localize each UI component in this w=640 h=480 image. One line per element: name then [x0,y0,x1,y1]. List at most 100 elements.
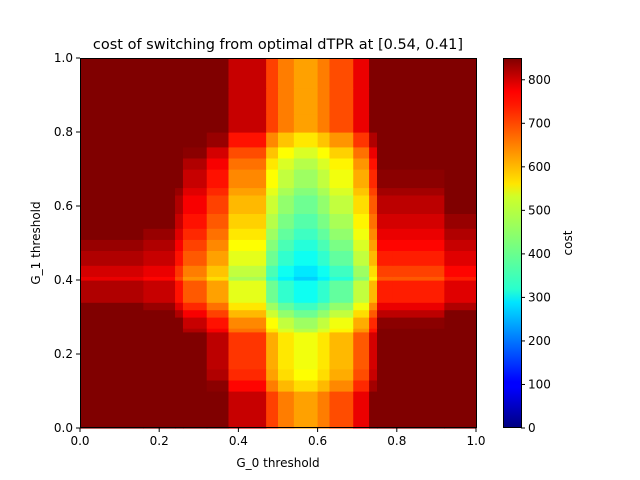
heatmap-cell [329,302,354,311]
heatmap-cell [228,228,267,240]
heatmap-cell [266,213,279,229]
heatmap-cell [278,213,295,229]
heatmap-cell [143,280,176,303]
colorbar-tick-label: 500 [528,203,551,217]
heatmap-cell [377,132,394,148]
heatmap-cell [293,309,319,318]
heatmap-cell [143,331,176,370]
heatmap-cell [317,265,331,277]
heatmap-cell [175,302,184,311]
heatmap-cell [317,302,331,311]
heatmap-cell [266,58,279,89]
heatmap-cell [444,58,477,89]
heatmap-cell [317,169,331,189]
heatmap-cell [175,58,184,89]
heatmap-cell [175,87,184,115]
heatmap-cell [353,331,370,370]
heatmap-cell [369,379,378,392]
colorbar-tick-label: 400 [528,247,551,261]
heatmap-cell [329,239,354,251]
heatmap-cell [317,309,331,318]
heatmap-cell [80,379,144,392]
heatmap-cell [228,157,267,170]
heatmap-cell [392,368,445,381]
heatmap-cell [353,194,370,214]
heatmap-cell [278,113,295,133]
heatmap-cell [266,187,279,196]
y-tick-label: 0.8 [54,125,73,139]
x-axis-ticks: 0.0 0.2 0.4 0.6 0.8 1.0 [70,428,486,448]
heatmap-cell [369,368,378,381]
heatmap-cell [377,379,394,392]
heatmap-cell [228,146,267,159]
heatmap-cell [444,250,477,266]
heatmap-cell [293,146,319,159]
heatmap-cell [266,391,279,429]
heatmap-cell [293,265,319,277]
heatmap-cell [293,368,319,381]
heatmap-cell [377,309,394,318]
heatmap-cell [392,328,445,333]
heatmap-cell [392,276,445,281]
heatmap-cell [278,169,295,189]
heatmap-cell [369,317,378,329]
heatmap-cell [206,169,230,189]
heatmap-cell [329,187,354,196]
heatmap-cell [278,265,295,277]
heatmap-cell [369,87,378,115]
heatmap-cell [392,317,445,329]
heatmap-cell [278,228,295,240]
heatmap-cell [175,276,184,281]
heatmap-cell [143,239,176,251]
colorbar-tick-label: 200 [528,334,551,348]
heatmap-cell [228,213,267,229]
heatmap-cell [278,280,295,303]
heatmap-cell [444,331,477,370]
heatmap-cell [369,239,378,251]
heatmap-cell [228,276,267,281]
heatmap-cell [266,309,279,318]
heatmap-cell [444,87,477,115]
heatmap-cell [329,194,354,214]
heatmap-cell [80,239,144,251]
heatmap-cell [329,250,354,266]
heatmap-cell [293,250,319,266]
heatmap-cell [175,309,184,318]
heatmap-cell [80,265,144,277]
heatmap-cell [182,87,208,115]
heatmap-cell [206,87,230,115]
heatmap-cell [329,132,354,148]
heatmap-cell [392,132,445,148]
heatmap-cell [278,250,295,266]
heatmap-cell [353,379,370,392]
heatmap-cell [182,317,208,329]
heatmap-cell [266,250,279,266]
heatmap-cell [369,250,378,266]
heatmap-cell [228,132,267,148]
heatmap-cell [353,309,370,318]
heatmap-cell [175,317,184,329]
heatmap-cell [206,250,230,266]
heatmap-cell [175,368,184,381]
heatmap-cell [353,250,370,266]
heatmap-cell [392,309,445,318]
heatmap-cell [353,276,370,281]
x-axis-label: G_0 threshold [236,456,319,470]
heatmap-cell [444,379,477,392]
heatmap-cell [80,157,144,170]
heatmap-cell [317,391,331,429]
heatmap-cell [293,331,319,370]
heatmap-cell [317,280,331,303]
heatmap-cell [293,132,319,148]
heatmap-cell [444,276,477,281]
heatmap-cell [143,87,176,115]
heatmap-cell [317,328,331,333]
heatmap-cell [206,187,230,196]
heatmap-cell [293,187,319,196]
heatmap-cell [266,379,279,392]
heatmap-cell [175,331,184,370]
heatmap-cell [444,213,477,229]
heatmap-cell [80,368,144,381]
heatmap-cell [182,146,208,159]
x-tick-label: 1.0 [466,434,485,448]
